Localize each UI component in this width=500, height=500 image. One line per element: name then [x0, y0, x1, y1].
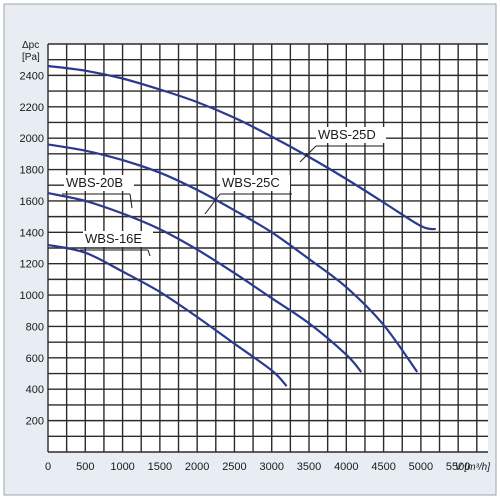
curve-label-bg-wbs-25d: [316, 127, 386, 143]
y-tick-label: 2200: [20, 102, 44, 114]
y-tick-label: 1000: [20, 290, 44, 302]
y-tick-label: 1800: [20, 165, 44, 177]
leader-pointer-wbs-25d: [299, 145, 317, 163]
y-tick-label: 1600: [20, 196, 44, 208]
x-tick-label: 2500: [222, 461, 246, 473]
curve-wbs-25c: [47, 143, 419, 373]
tick-labels: 0 500 1000 1500 2000 2500 3000 3500 4000 4500 5000…: [20, 70, 471, 473]
y-axis-label-symbol: Δpc: [22, 40, 39, 51]
curve-label-bg-wbs-20b: [64, 175, 134, 191]
curve-wbs-20b: [47, 192, 363, 373]
x-tick-label: 4000: [334, 461, 358, 473]
x-tick-label: 1000: [110, 461, 134, 473]
x-axis-label: V [m³/h]: [455, 462, 490, 473]
curve-wbs-16e: [47, 243, 288, 387]
leader-pointer-wbs-16e: [147, 249, 151, 257]
x-tick-label: 5500: [446, 461, 470, 473]
x-tick-label: 0: [45, 461, 51, 473]
curve-label-wbs-20b: WBS-20B: [66, 175, 123, 190]
y-tick-label: 2000: [20, 133, 44, 145]
x-tick-label: 2000: [185, 461, 209, 473]
y-tick-label: 400: [26, 384, 44, 396]
y-tick-label: 2400: [20, 70, 44, 82]
grid-lines: [47, 43, 488, 453]
curve-wbs-25d: [47, 64, 437, 231]
curve-label-wbs-16e: WBS-16E: [85, 231, 142, 246]
y-tick-label: 1400: [20, 227, 44, 239]
curve-labels: WBS-16E WBS-20B WBS-25C WBS-25D: [62, 127, 386, 257]
x-tick-label: 1500: [148, 461, 172, 473]
y-tick-label: 600: [26, 353, 44, 365]
x-tick-label: 5000: [409, 461, 433, 473]
x-tick-label: 4500: [371, 461, 395, 473]
x-tick-label: 3500: [297, 461, 321, 473]
leader-pointer-wbs-25c: [204, 193, 221, 215]
y-tick-label: 1200: [20, 259, 44, 271]
curve-label-bg-wbs-16e: [83, 231, 153, 247]
leader-pointer-wbs-20b: [129, 193, 133, 209]
y-tick-label: 800: [26, 321, 44, 333]
y-tick-label: 200: [26, 416, 44, 428]
y-axis-label-unit: [Pa]: [22, 52, 40, 63]
curve-label-bg-wbs-25c: [220, 175, 290, 191]
x-tick-label: 3000: [259, 461, 283, 473]
curve-label-wbs-25d: WBS-25D: [318, 127, 376, 142]
curves: [47, 64, 437, 387]
x-tick-label: 500: [76, 461, 94, 473]
curve-label-wbs-25c: WBS-25C: [222, 175, 280, 190]
